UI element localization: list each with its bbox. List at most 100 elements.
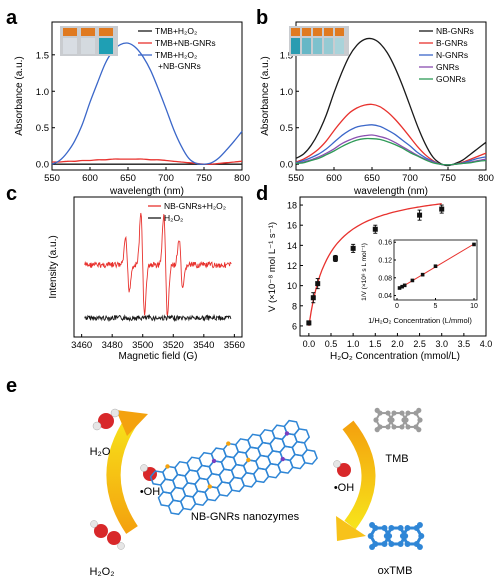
- panel-d-inset-point-3: [410, 278, 415, 283]
- panel-b-legend-0: NB-GNRs: [436, 26, 474, 36]
- panel-d-inset-xtick-label-1: 5: [434, 303, 438, 310]
- panel-a-legend-0: TMB+H₂O₂: [155, 26, 197, 36]
- panel-letter-b: b: [256, 7, 268, 29]
- tmb-methyl-1: [374, 427, 380, 433]
- panel-a-xtick-label-4: 750: [196, 173, 212, 184]
- panel-a-ytick-label-1: 0.5: [36, 123, 49, 134]
- oxtmb-atom-30: [418, 533, 425, 539]
- water-molecule-icon: [92, 408, 120, 431]
- panel-b-series-4: [295, 137, 487, 166]
- panel-a-ticks: 550 600 650 700 750 800 0.0 0.5 1.0 1.5: [36, 50, 250, 184]
- panel-b-xtick-label-4: 750: [440, 173, 456, 184]
- panel-a-frame: [51, 21, 243, 171]
- nanoribbon-dopant-6: [226, 441, 231, 446]
- nanoribbon-hexagon-23: [293, 428, 311, 444]
- panel-letter-a: a: [6, 7, 18, 29]
- panel-d-xtick-label-2: 1.0: [347, 339, 360, 349]
- oxtmb-atom-20: [388, 540, 395, 547]
- panel-d-inset-frame: [393, 239, 478, 301]
- panel-b-legend-1: B-GNRs: [436, 38, 468, 48]
- panel-d-xtick-label-8: 4.0: [480, 339, 493, 349]
- panel-b-ylabel: Absorbance (a.u.): [260, 56, 271, 136]
- tmb-atom-32: [405, 424, 411, 430]
- oxtmb-atom-11: [381, 525, 388, 532]
- label-oh-left: •OH: [140, 486, 160, 498]
- panel-d-ytick-label-5: 16: [287, 221, 297, 231]
- oxtmb-molecule-icon: [367, 521, 425, 551]
- panel-b-ytick-label-0: 0.0: [280, 160, 293, 171]
- tmb-atom-21: [387, 417, 393, 423]
- nb-gnrs-nanoribbon-icon: [149, 419, 318, 516]
- panel-c-chart: 3460 3480 3500 3520 3540 3560 NB-GNRs+H₂O₂ H₂…: [48, 196, 245, 362]
- tmb-methyl-3: [416, 427, 422, 433]
- panel-d-inset-point-6: [472, 242, 476, 247]
- panel-b-xtick-label-1: 600: [326, 173, 342, 184]
- oxtmb-atom-19: [397, 540, 404, 547]
- label-oxtmb: oxTMB: [378, 565, 413, 577]
- nanoribbon-dopant-1: [211, 458, 217, 464]
- panel-c-series-0: [84, 212, 232, 316]
- panel-c-ticks: 3460 3480 3500 3520 3540 3560: [71, 334, 245, 351]
- oxtmb-methyl-3: [416, 544, 423, 551]
- oxtmb-atom-23: [397, 525, 404, 532]
- panel-d-inset-xlabel: 1/H₂O₂ Concentration (L/mmol): [368, 316, 472, 325]
- panel-d-ticks: 0.0 0.5 1.0 1.5 2.0 2.5 3.0 3.5 4.0 6 8 10 12 14 16 18: [287, 201, 492, 349]
- panel-c-legend-1: H₂O₂: [164, 213, 183, 223]
- panel-d-point-7: [439, 206, 445, 212]
- panel-a-legend-1: TMB+NB-GNRs: [155, 38, 216, 48]
- panel-b-ytick-label-3: 1.5: [280, 50, 293, 61]
- panel-d-inset-xtick-label-2: 10: [470, 303, 478, 310]
- panel-a-series-1: [51, 158, 243, 165]
- panel-a-legend-2: TMB+H₂O₂: [155, 50, 197, 60]
- panel-b-ytick-label-2: 1.0: [280, 87, 293, 98]
- panel-d-fit-curve: [308, 203, 442, 327]
- panel-d-point-5: [372, 226, 378, 232]
- panel-d-point-3: [332, 255, 338, 261]
- left-curved-arrow: [106, 416, 138, 534]
- panel-b-series-2: [295, 124, 487, 166]
- panel-c-ylabel: Intensity (a.u.): [48, 235, 59, 298]
- panel-b-legend-3: GNRs: [436, 62, 459, 72]
- panel-a-legend-3: +NB-GNRs: [158, 61, 201, 71]
- label-oh-right: •OH: [334, 482, 354, 494]
- panel-d-ytick-label-1: 8: [292, 301, 297, 311]
- right-curved-arrow: [342, 420, 376, 530]
- panel-a-ytick-label-2: 1.0: [36, 87, 49, 98]
- panel-d-inset-ylabel: 1/V (×10⁸ s L mol⁻¹): [361, 243, 368, 301]
- oxtmb-atom-33: [399, 533, 406, 539]
- oxtmb-methyl-2: [416, 521, 423, 528]
- panel-d-inset-ytick-label-1: 0.08: [378, 275, 392, 282]
- oxtmb-methyl-0: [369, 521, 376, 528]
- panel-d-inset-point-5: [433, 264, 438, 269]
- panel-d-xtick-label-1: 0.5: [325, 339, 338, 349]
- panel-b-xlabel: wavelength (nm): [353, 186, 428, 197]
- h2o2-molecule-icon: [90, 520, 125, 550]
- panel-b-xtick-label-2: 650: [364, 173, 380, 184]
- panel-b-legend: NB-GNRs B-GNRs N-GNRs GNRs GONRs: [419, 26, 474, 84]
- panel-a-xtick-label-2: 650: [120, 173, 136, 184]
- tmb-atom-9: [373, 417, 379, 423]
- panel-b-ytick-label-1: 0.5: [280, 123, 293, 134]
- panel-b-cuvette-photo: [289, 26, 349, 56]
- panel-d-inset-xtick-label-0: 0: [395, 303, 399, 310]
- oxtmb-atom-22: [388, 525, 395, 532]
- tmb-atom-22: [391, 410, 397, 416]
- tmb-atom-20: [391, 424, 397, 430]
- panel-d-series: [306, 203, 445, 327]
- panel-c-xtick-label-3: 3520: [163, 340, 184, 351]
- panel-a-cuvette-photo: [60, 26, 118, 56]
- panel-d-inset-point-1: [400, 284, 404, 289]
- panel-d-chart: 0.0 0.5 1.0 1.5 2.0 2.5 3.0 3.5 4.0681012141618 …: [267, 196, 492, 362]
- panel-d-ytick-label-2: 10: [287, 281, 297, 291]
- panel-c-xtick-label-5: 3560: [224, 340, 245, 351]
- tmb-atom-30: [417, 417, 423, 423]
- panel-d-xtick-label-7: 3.5: [458, 339, 471, 349]
- panel-a-xlabel: wavelength (nm): [109, 186, 184, 197]
- panel-c-legend-0: NB-GNRs+H₂O₂: [164, 201, 226, 211]
- panel-c-legend: NB-GNRs+H₂O₂ H₂O₂: [148, 201, 226, 223]
- panel-a-legend: TMB+H₂O₂ TMB+NB-GNRs TMB+H₂O₂ +NB-GNRs: [138, 26, 216, 71]
- panel-b-lines: [295, 37, 487, 167]
- panel-d-xlabel: H₂O₂ Concentration (mmol/L): [330, 351, 460, 362]
- panel-d-point-4: [350, 245, 356, 251]
- panel-d-ylabel: V (×10⁻⁸ mol L⁻¹ s⁻¹): [267, 222, 278, 312]
